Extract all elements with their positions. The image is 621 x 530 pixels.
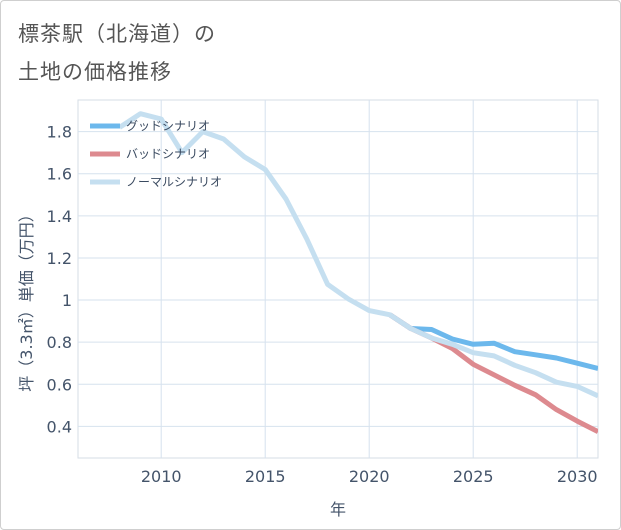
y-tick-label: 0.6 [47,375,72,394]
y-tick-label: 1.4 [47,207,72,226]
y-tick-label: 1 [62,291,72,310]
y-axis-label: 坪（3.3㎡）単価（万円） [17,206,36,391]
legend-label-3: ノーマルシナリオ [126,175,222,189]
y-tick-label: 1.8 [47,123,72,142]
y-tick-label: 1.2 [47,249,72,268]
y-tick-label: 0.4 [47,417,72,436]
series-group [118,111,598,434]
plot-area [77,99,599,459]
y-tick-label: 1.6 [47,165,72,184]
x-tick-label: 2025 [453,467,494,486]
series-line-1 [388,312,598,371]
x-tick-label: 2020 [349,467,390,486]
x-axis-label: 年 [330,500,346,519]
chart-title-line1: 標茶駅（北海道）の [18,22,216,46]
x-tick-label: 2010 [141,467,182,486]
legend-label-2: バッドシナリオ [126,147,210,161]
y-tick-label: 0.8 [47,333,72,352]
legend-label-1: グッドシナリオ [126,119,210,133]
x-tick-label: 2015 [245,467,286,486]
x-tick-label: 2030 [557,467,598,486]
chart-title-line2: 土地の価格推移 [18,60,172,84]
series-line-3 [118,111,598,399]
